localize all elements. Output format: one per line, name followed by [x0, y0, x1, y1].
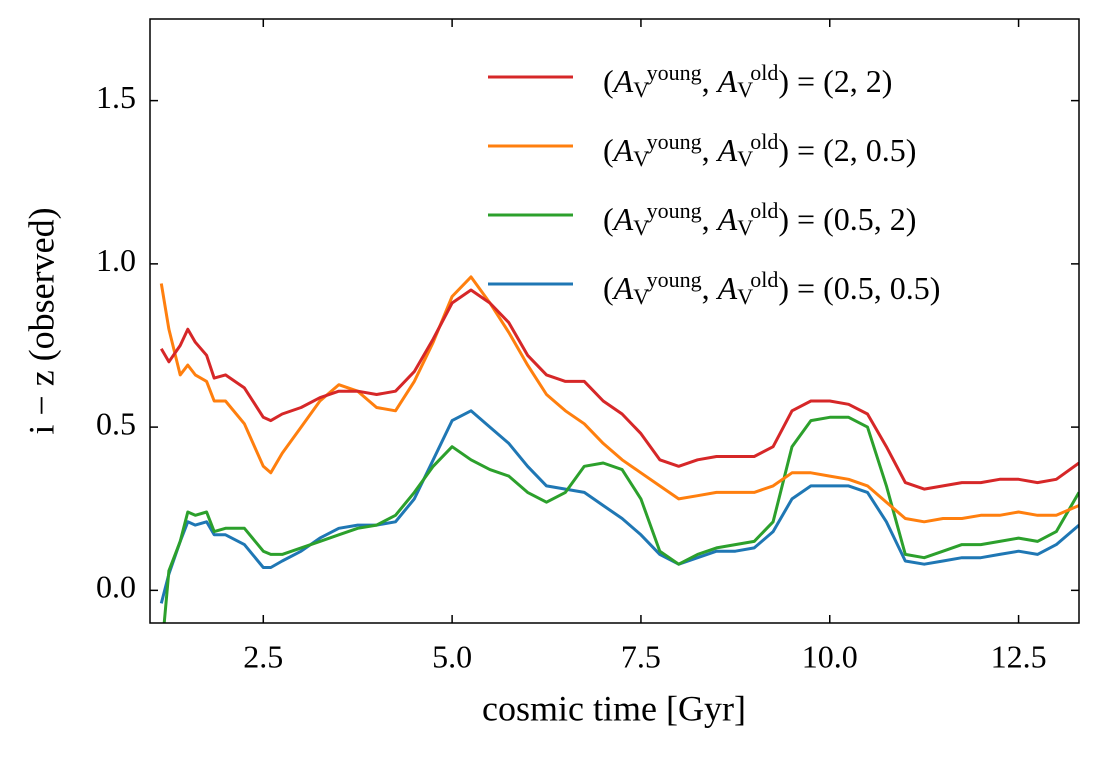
x-tick-label: 5.0	[432, 638, 472, 674]
plot-frame	[149, 18, 1080, 624]
x-tick-label: 2.5	[243, 638, 283, 674]
y-tick-label: 1.5	[96, 79, 136, 115]
series-line	[159, 275, 1079, 524]
legend-label: (AVyoung, AVold) = (2, 0.5)	[603, 129, 916, 170]
legend-label: (AVyoung, AVold) = (0.5, 2)	[603, 198, 916, 239]
legend-label: (AVyoung, AVold) = (2, 2)	[603, 60, 892, 101]
y-tick-label: 0.0	[96, 569, 136, 605]
y-tick-label: 0.5	[96, 405, 136, 441]
series-line	[159, 409, 1079, 604]
x-tick-label: 7.5	[621, 638, 661, 674]
x-tick-label: 12.5	[991, 638, 1047, 674]
series-line	[160, 288, 1079, 491]
y-axis-label: i − z (observed)	[21, 207, 61, 434]
y-tick-label: 1.0	[96, 242, 136, 278]
x-axis-label: cosmic time [Gyr]	[482, 688, 746, 728]
legend-label: (AVyoung, AVold) = (0.5, 0.5)	[603, 267, 940, 308]
plot-lines	[159, 275, 1079, 623]
series-line	[162, 415, 1079, 623]
x-tick-label: 10.0	[802, 638, 858, 674]
